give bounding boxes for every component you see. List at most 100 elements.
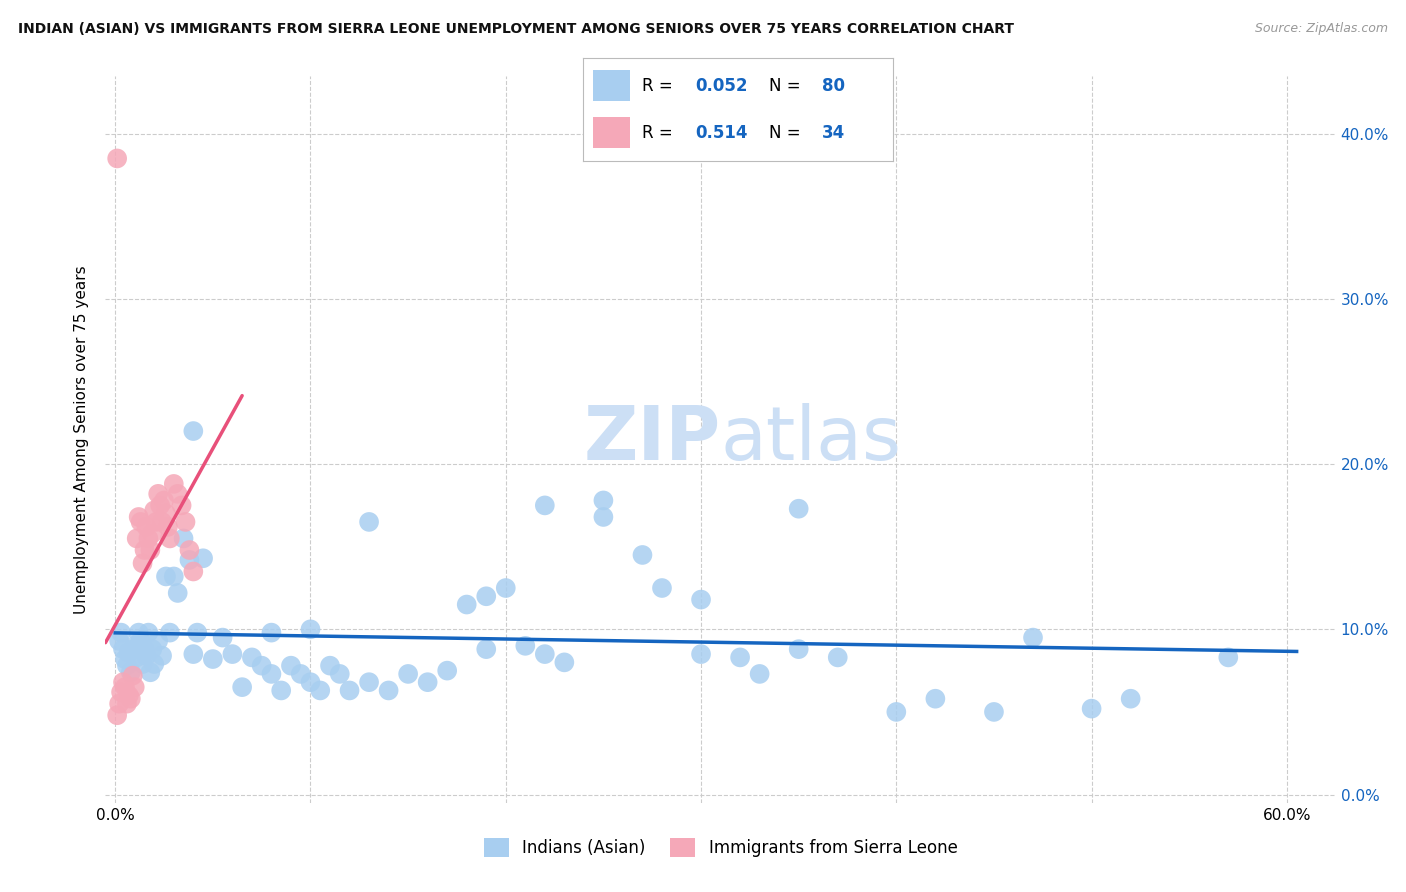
Point <box>112 642 135 657</box>
Point <box>240 650 263 665</box>
Point <box>631 548 654 562</box>
Point <box>728 650 751 665</box>
Text: atlas: atlas <box>721 403 901 475</box>
Point <box>128 510 150 524</box>
Point <box>179 553 201 567</box>
Point <box>159 532 181 546</box>
Text: Source: ZipAtlas.com: Source: ZipAtlas.com <box>1254 22 1388 36</box>
Point <box>150 648 173 663</box>
Point <box>690 647 713 661</box>
Point <box>114 680 136 694</box>
Point <box>299 623 322 637</box>
Point <box>456 598 478 612</box>
Point <box>787 642 810 657</box>
Point <box>377 683 399 698</box>
Point <box>357 515 380 529</box>
Point <box>787 501 810 516</box>
Point <box>201 652 224 666</box>
Point <box>179 543 201 558</box>
Point <box>170 499 193 513</box>
Text: R =: R = <box>643 77 678 95</box>
Point <box>139 665 162 680</box>
Point <box>290 667 312 681</box>
Point <box>128 625 150 640</box>
Point <box>166 487 188 501</box>
Point <box>553 656 575 670</box>
Point <box>148 633 170 648</box>
Point <box>112 675 135 690</box>
Point <box>827 650 849 665</box>
Point <box>186 625 208 640</box>
Text: N =: N = <box>769 124 806 142</box>
Point <box>135 520 157 534</box>
Point <box>145 515 167 529</box>
Text: N =: N = <box>769 77 806 95</box>
Point <box>983 705 1005 719</box>
Legend: Indians (Asian), Immigrants from Sierra Leone: Indians (Asian), Immigrants from Sierra … <box>477 831 965 863</box>
Point <box>886 705 908 719</box>
Text: R =: R = <box>643 124 678 142</box>
Point <box>592 493 614 508</box>
Point <box>120 665 142 680</box>
Point <box>260 625 283 640</box>
Point <box>110 685 132 699</box>
Point <box>416 675 439 690</box>
Y-axis label: Unemployment Among Seniors over 75 years: Unemployment Among Seniors over 75 years <box>75 265 90 614</box>
Point <box>125 532 148 546</box>
Point <box>156 520 179 534</box>
Point <box>309 683 332 698</box>
Point <box>436 664 458 678</box>
Point <box>183 647 205 661</box>
Point <box>163 569 186 583</box>
Bar <box>593 118 630 148</box>
Point <box>183 565 205 579</box>
Point <box>211 631 233 645</box>
Text: ZIP: ZIP <box>583 403 721 475</box>
Point <box>690 592 713 607</box>
Point <box>141 642 163 657</box>
Point <box>166 586 188 600</box>
Point <box>250 658 273 673</box>
Point <box>129 515 152 529</box>
Point <box>339 683 361 698</box>
Point <box>183 424 205 438</box>
Point <box>120 691 142 706</box>
Point <box>173 532 195 546</box>
Point <box>163 477 186 491</box>
Point <box>1022 631 1045 645</box>
Point <box>495 581 517 595</box>
Point <box>191 551 214 566</box>
Point <box>1080 701 1102 715</box>
Point <box>174 515 197 529</box>
Point <box>143 503 166 517</box>
Point <box>118 645 141 659</box>
Point <box>138 625 160 640</box>
Point <box>105 152 128 166</box>
Point <box>260 667 283 681</box>
Point <box>138 532 160 546</box>
Point <box>135 648 157 663</box>
Text: 0.514: 0.514 <box>695 124 748 142</box>
Point <box>396 667 419 681</box>
Point <box>105 708 128 723</box>
Point <box>115 697 138 711</box>
Point <box>155 569 177 583</box>
Point <box>475 642 498 657</box>
Point <box>139 543 162 558</box>
Point <box>924 691 946 706</box>
Point <box>270 683 292 698</box>
Point <box>131 556 153 570</box>
Point <box>143 657 166 671</box>
Point <box>131 657 153 671</box>
Point <box>134 642 156 657</box>
Text: 34: 34 <box>821 124 845 142</box>
Point <box>115 658 138 673</box>
Text: 80: 80 <box>821 77 845 95</box>
Point <box>592 510 614 524</box>
Point <box>108 633 131 648</box>
Point <box>108 697 131 711</box>
Point <box>150 515 173 529</box>
Point <box>121 642 143 657</box>
Point <box>129 633 152 648</box>
Text: 0.052: 0.052 <box>695 77 748 95</box>
